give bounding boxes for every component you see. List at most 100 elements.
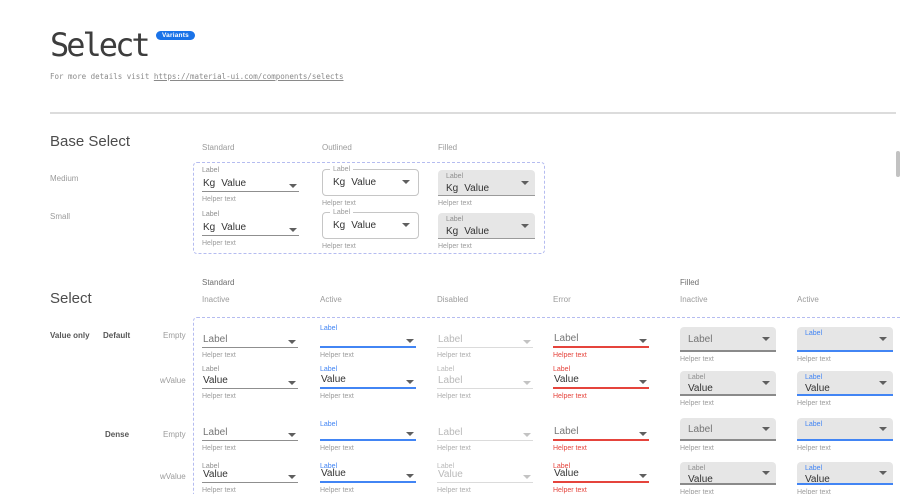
select-control[interactable]: Label [680,327,776,352]
rowlabel-medium: Medium [50,174,79,183]
select-prefix: Kg [446,226,459,237]
select-control[interactable] [320,429,416,441]
select-standard-disabled[interactable]: Label Helper text [437,325,533,360]
select-standard-error[interactable]: Label Value Helper text [553,366,649,401]
select-control[interactable]: Value [202,375,298,389]
select-control[interactable] [320,334,416,348]
select-control[interactable]: Value [320,468,416,483]
select-value: Value [554,374,579,385]
helper-text: Helper text [553,352,587,359]
select-control[interactable]: Kg Value [202,176,299,192]
select-filled-inactive[interactable]: Label Value Helper text [680,371,776,408]
select-control[interactable]: Label [202,334,298,348]
select-standard-active[interactable]: Label Value Helper text [320,366,416,401]
select-filled-inactive[interactable]: Label Helper text [680,327,776,364]
select-standard-inactive[interactable]: Label Kg Value Helper text [202,167,299,204]
select-value: Value [221,178,247,189]
select-standard-active-dense[interactable]: Label Value Helper text [320,463,416,494]
dropdown-arrow-icon [762,380,770,385]
select-control[interactable]: Kg Value [202,220,299,236]
select-filled-active[interactable]: Label Helper text [797,327,893,364]
select-control[interactable]: Label [437,375,533,389]
helper-text: Helper text [680,445,714,452]
select-standard-active[interactable]: Label Helper text [320,325,416,360]
select-control[interactable]: Label [437,427,533,441]
select-filled-inactive[interactable]: Label Kg Value Helper text [438,170,535,208]
select-filled-active[interactable]: Label Value Helper text [797,371,893,408]
select-label: Label [805,374,823,381]
select-standard-active-dense[interactable]: Label Helper text [320,421,416,453]
grouphead-standard: Standard [202,278,235,287]
select-filled-active-dense[interactable]: Label Value Helper text [797,462,893,494]
helper-text: Helper text [438,200,472,207]
select-value: Label [438,375,463,386]
select-outlined-inactive[interactable]: Label Kg Value Helper text [322,208,419,251]
select-standard-inactive[interactable]: Label Helper text [202,325,298,360]
select-value: Value [805,474,830,485]
select-control[interactable]: Label Value [797,462,893,485]
select-standard-inactive-dense[interactable]: Label Helper text [202,421,298,453]
colhead-inactive-filled: Inactive [680,295,708,304]
select-standard-error-dense[interactable]: Label Value Helper text [553,463,649,494]
dropdown-arrow-icon [762,336,770,341]
select-value-group: Kg Value [333,220,376,231]
base-select-group-border [193,162,545,254]
select-control[interactable]: Value [553,468,649,483]
select-control[interactable]: Label Value [680,462,776,485]
select-standard-disabled-dense[interactable]: Label Helper text [437,421,533,453]
select-control[interactable]: Label [797,418,893,441]
select-standard-inactive[interactable]: Label Kg Value Helper text [202,211,299,248]
select-value: Value [351,220,377,231]
select-standard-disabled-dense[interactable]: Label Value Helper text [437,463,533,494]
select-control[interactable]: Label [797,327,893,352]
rowlabel-dense-empty: Empty [163,430,186,439]
helper-text: Helper text [680,356,714,363]
select-control[interactable]: Label Value [797,371,893,396]
helper-text: Helper text [320,352,354,359]
select-control[interactable]: Label [680,418,776,441]
select-value: Value [464,183,490,194]
select-standard-disabled[interactable]: Label Label Helper text [437,366,533,401]
helper-text: Helper text [320,445,354,452]
base-select-heading: Base Select [50,133,131,150]
select-value: Label [203,334,228,345]
select-standard-inactive-dense[interactable]: Label Value Helper text [202,463,298,494]
select-filled-inactive[interactable]: Label Kg Value Helper text [438,213,535,251]
select-label: Label [805,330,823,337]
select-label: Label [320,325,338,332]
select-control[interactable]: Value [553,374,649,389]
select-standard-error-dense[interactable]: Label Helper text [553,421,649,453]
select-filled-active-dense[interactable]: Label Helper text [797,418,893,453]
select-standard-inactive[interactable]: Label Value Helper text [202,366,298,401]
select-control[interactable]: Value [437,469,533,483]
select-label: Label [553,366,571,373]
rowlabel-dense-wvalue: wValue [160,472,186,481]
select-control[interactable]: Label Kg Value [322,209,419,239]
docs-link[interactable]: https://material-ui.com/components/selec… [153,72,344,81]
select-control[interactable]: Label Kg Value [438,213,535,239]
select-filled-inactive-dense[interactable]: Label Value Helper text [680,462,776,494]
scrollbar-thumb[interactable] [896,151,900,177]
select-control[interactable]: Value [202,469,298,483]
divider [50,112,896,114]
dropdown-arrow-icon [288,475,296,479]
select-value: Label [438,427,463,438]
select-control[interactable]: Label Value [680,371,776,396]
select-control[interactable]: Label Kg Value [438,170,535,196]
select-control[interactable]: Label [202,427,298,441]
select-value: Value [321,374,346,385]
dropdown-arrow-icon [288,340,296,344]
select-control[interactable]: Value [320,374,416,389]
select-control[interactable]: Label [553,426,649,441]
select-standard-error[interactable]: Label Helper text [553,325,649,360]
select-grid-heading: Select [50,290,92,307]
select-control[interactable]: Label Kg Value [322,166,419,196]
helper-text: Helper text [553,487,587,494]
rowlabel-default-wvalue: wValue [160,376,186,385]
select-filled-inactive-dense[interactable]: Label Helper text [680,418,776,453]
select-outlined-inactive[interactable]: Label Kg Value Helper text [322,165,419,208]
helper-text: Helper text [797,445,831,452]
select-control[interactable]: Label [437,334,533,348]
select-label: Label [330,166,354,173]
select-control[interactable]: Label [553,333,649,348]
